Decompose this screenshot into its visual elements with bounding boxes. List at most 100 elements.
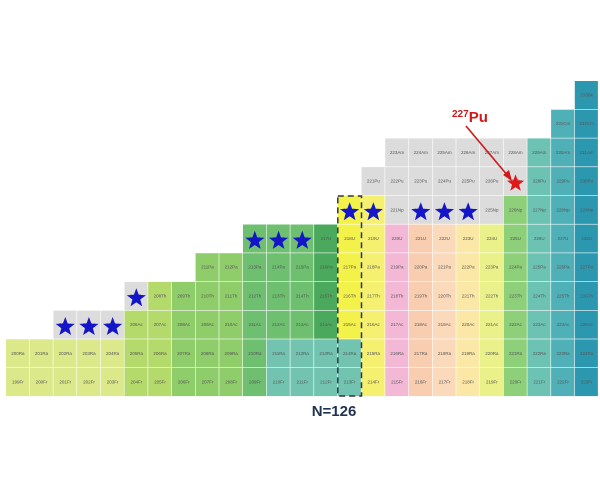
nuclide-cell [480,339,504,368]
cell-label: 213Pa [248,265,262,270]
cell-label: 216Ac [367,322,381,327]
cell-label: 215Th [320,293,333,298]
cell-label: 210Ac [225,322,239,327]
nuclide-cell [314,339,338,368]
cell-label: 218Ac [414,322,428,327]
cell-label: 209Ac [201,322,215,327]
cell-label: 201Ra [35,351,49,356]
nuclide-cell [124,310,148,339]
cell-label: 209Ra [225,351,239,356]
nuclide-cell [195,368,219,397]
cell-label: 213Fr [344,380,356,385]
cell-label: 226Pu [485,179,499,184]
nuclide-cell [432,253,456,282]
nuclide-cell [408,167,432,196]
cell-label: 200Fr [36,380,48,385]
cell-label: 223Ac [533,322,547,327]
nuclide-cell [361,224,385,253]
cell-label: 228U [581,236,592,241]
nuclide-cell [243,310,267,339]
cell-label: 214Pa [272,265,286,270]
cell-label: 205Fr [154,380,166,385]
cell-label: 219Ra [462,351,476,356]
nuclide-cell [527,253,551,282]
nuclide-cell [195,310,219,339]
nuclide-cell [408,138,432,167]
nuclide-cell [574,81,598,110]
nuclide-cell [480,310,504,339]
nuclide-cell [337,253,361,282]
nuclide-cell [456,224,480,253]
cell-label: 205Ra [130,351,144,356]
cell-label: 221Ra [509,351,523,356]
annotation-symbol: Pu [469,109,488,126]
cell-label: 225Ac [580,322,594,327]
nuclide-cell [195,339,219,368]
nuclide-cell [100,368,124,397]
cell-label: 221Np [390,207,404,212]
cell-label: 225Th [557,293,570,298]
nuclide-cell [408,224,432,253]
star [292,230,312,249]
nuclide-cell [456,167,480,196]
nuclide-cell [243,368,267,397]
n126-box [337,195,363,397]
nuclide-cell [574,224,598,253]
cell-label: 211Fr [297,380,309,385]
cell-label: 218Ra [438,351,452,356]
nuclide-cell [551,167,575,196]
nuclide-cell [480,281,504,310]
cell-label: 229Np [580,207,594,212]
cell-label: 213Th [272,293,285,298]
cell-label: 208Th [154,293,167,298]
cell-label: 220Fr [510,380,522,385]
nuclide-cell [574,253,598,282]
nuclide-cell [361,253,385,282]
cell-label: 222Th [485,293,498,298]
nuclide-cell [6,368,30,397]
cell-label: 223Pa [485,265,499,270]
nuclide-cell [195,281,219,310]
cell-label: 211Pa [201,265,214,270]
cell-label: 212Pa [225,265,239,270]
nuclide-cell [361,310,385,339]
nuclide-cell [574,310,598,339]
cell-label: 225Pa [533,265,547,270]
cell-label: 220Ac [462,322,476,327]
cell-label: 209Fr [249,380,261,385]
nuclide-cell [266,339,290,368]
cell-label: 219Pa [391,265,405,270]
nuclide-cell [148,281,172,310]
cell-label: 221Ac [485,322,499,327]
cell-label: 218Fr [462,380,474,385]
nuclide-cell [574,109,598,138]
cell-label: 226Np [509,207,523,212]
nuclide-cell [574,195,598,224]
nuclide-cell [361,167,385,196]
cell-label: 211Th [225,293,238,298]
cell-label: 212Th [248,293,261,298]
cell-label: 216Pa [319,265,333,270]
cell-label: 230Am [556,150,571,155]
nuclide-cell [480,167,504,196]
cell-label: 224Th [533,293,546,298]
cell-label: 217Fr [439,380,451,385]
nuclide-cell [456,253,480,282]
cell-label: 206Ac [130,322,144,327]
star [458,202,478,221]
nuclide-cell [266,310,290,339]
cell-label: 209Th [177,293,190,298]
nuclide-cell [432,368,456,397]
cell-label: 224Ra [580,351,594,356]
nuclide-cell [219,253,243,282]
cell-label: 208Fr [225,380,237,385]
nuclide-cell [503,224,527,253]
cell-label: 218Pa [367,265,381,270]
nuclide-cell [408,339,432,368]
nuclide-cell [456,281,480,310]
nuclide-cell [29,339,53,368]
cell-label: 225Pu [462,179,476,184]
cell-label: 226Am [461,150,476,155]
star [411,202,431,221]
cell-label: 203Fr [107,380,119,385]
